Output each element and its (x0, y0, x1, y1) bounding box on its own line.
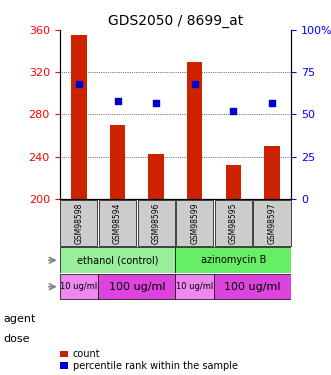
Text: 100 ug/ml: 100 ug/ml (224, 282, 281, 292)
FancyBboxPatch shape (214, 274, 291, 300)
Bar (71, 35, 87, 199)
FancyBboxPatch shape (98, 274, 175, 300)
Text: GSM98597: GSM98597 (267, 202, 276, 244)
Text: percentile rank within the sample: percentile rank within the sample (73, 361, 238, 370)
FancyBboxPatch shape (215, 200, 252, 246)
FancyBboxPatch shape (254, 200, 291, 246)
Point (231, 108, 236, 114)
Bar (148, 154, 164, 199)
Bar (264, 146, 280, 199)
Text: azinomycin B: azinomycin B (201, 255, 266, 265)
FancyBboxPatch shape (60, 274, 98, 300)
Text: ethanol (control): ethanol (control) (77, 255, 158, 265)
Point (269, 100, 275, 106)
Text: agent: agent (3, 315, 36, 324)
Text: GSM98599: GSM98599 (190, 202, 199, 244)
Bar (226, 165, 241, 199)
Text: GSM98594: GSM98594 (113, 202, 122, 244)
Text: dose: dose (3, 334, 30, 344)
FancyBboxPatch shape (99, 200, 136, 246)
Text: GSM98595: GSM98595 (229, 202, 238, 244)
Text: 10 ug/ml: 10 ug/ml (176, 282, 213, 291)
Title: GDS2050 / 8699_at: GDS2050 / 8699_at (108, 13, 243, 28)
Bar (110, 125, 125, 199)
Text: count: count (73, 350, 100, 359)
FancyBboxPatch shape (60, 200, 97, 246)
FancyBboxPatch shape (175, 274, 214, 300)
Point (192, 81, 197, 87)
Text: GSM98596: GSM98596 (152, 202, 161, 244)
Point (115, 98, 120, 104)
Text: GSM98598: GSM98598 (74, 202, 83, 243)
FancyBboxPatch shape (176, 200, 213, 246)
Point (76, 81, 81, 87)
Point (154, 100, 159, 106)
FancyBboxPatch shape (60, 248, 175, 273)
Text: 10 ug/ml: 10 ug/ml (60, 282, 98, 291)
FancyBboxPatch shape (138, 200, 175, 246)
FancyBboxPatch shape (175, 248, 291, 273)
Text: 100 ug/ml: 100 ug/ml (109, 282, 165, 292)
Bar (187, 62, 203, 199)
